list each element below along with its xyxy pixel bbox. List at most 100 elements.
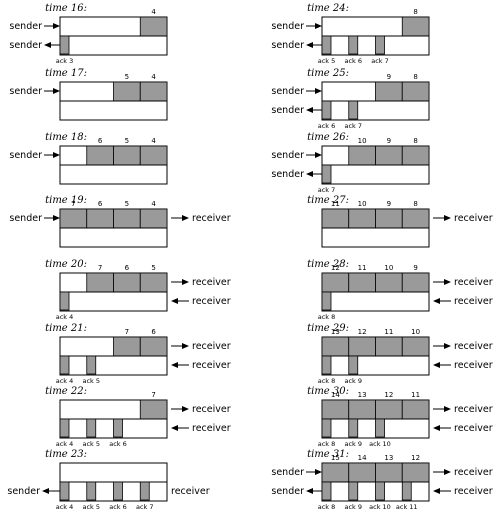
ack-segment: [59, 418, 70, 438]
time-panel: time 29:13 12 11 10 ack 8 ack 9 receiver receiv…: [307, 323, 493, 385]
channel-to-sender-arrow: [42, 488, 60, 494]
receiver-label: receiver: [454, 423, 493, 434]
segment-number: 8: [413, 8, 417, 16]
data-segment: [375, 399, 403, 420]
data-segment: [401, 399, 430, 420]
time-label: time 28:: [307, 259, 349, 270]
segment-number: 12: [411, 454, 420, 462]
sender-label: sender: [7, 486, 40, 497]
ack-label: ack 9: [344, 503, 362, 511]
sender-label: sender: [271, 486, 304, 497]
time-panel: time 21: 7 6 ack 4 ack 5 receiver receiver: [45, 323, 231, 385]
ack-label: ack 6: [344, 57, 362, 65]
ack-label: ack 5: [82, 503, 100, 511]
data-segment: [113, 208, 141, 229]
time-label: time 24:: [307, 3, 349, 14]
time-panel: time 24: 8 ack 5 ack 6 ack 7 sender sender: [271, 3, 430, 65]
ack-label: ack 7: [318, 186, 336, 194]
time-label: time 21:: [45, 323, 87, 334]
sender-label: sender: [9, 40, 42, 51]
ack-segment: [375, 481, 385, 501]
receiver-label: receiver: [192, 213, 231, 224]
data-segment: [321, 336, 350, 357]
sender-to-channel-arrow: [44, 152, 60, 158]
time-label: time 30:: [307, 386, 349, 397]
sender-label: sender: [9, 21, 42, 32]
sender-label: sender: [271, 86, 304, 97]
segment-number: 5: [125, 137, 129, 145]
sender-to-channel-arrow: [306, 152, 322, 158]
data-segment: [113, 272, 141, 293]
time-label: time 25:: [307, 68, 349, 79]
receiver-label: receiver: [192, 296, 231, 307]
ack-label: ack 4: [56, 503, 74, 511]
receiver-label: receiver: [192, 277, 231, 288]
receiver-to-channel-arrow: [171, 298, 189, 304]
time-panel: time 27:11 10 9 8 receiver: [307, 195, 493, 248]
data-segment: [401, 145, 430, 166]
data-segment: [375, 336, 403, 357]
channel-to-sender-arrow: [44, 42, 60, 48]
data-segment: [139, 208, 168, 229]
receiver-label: receiver: [454, 277, 493, 288]
ack-segment: [321, 291, 332, 311]
segment-number: 9: [387, 137, 391, 145]
receiver-label: receiver: [454, 486, 493, 497]
receiver-label: receiver: [454, 341, 493, 352]
data-segment: [113, 336, 141, 357]
ack-segment: [348, 355, 359, 375]
data-segment: [348, 336, 376, 357]
receiver-label: receiver: [192, 341, 231, 352]
time-panel: time 31:15 14 13 12 ack 8 ack 9 ack 10 ack 11 se…: [271, 449, 492, 511]
ack-label: ack 10: [369, 440, 391, 448]
segment-number: 4: [151, 73, 156, 81]
ack-label: ack 8: [318, 313, 336, 321]
time-label: time 18:: [45, 132, 87, 143]
segment-number: 15: [331, 454, 340, 462]
data-segment: [86, 272, 114, 293]
ack-segment: [375, 35, 385, 55]
channel-to-sender-arrow: [306, 42, 322, 48]
data-segment: [321, 272, 350, 293]
segment-number: 11: [358, 264, 367, 272]
time-panel: time 16: 4 ack 3 sender sender: [9, 3, 168, 65]
receiver-to-channel-arrow: [433, 488, 451, 494]
segment-number: 7: [125, 328, 129, 336]
segment-number: 13: [331, 328, 340, 336]
receiver-label: receiver: [171, 486, 210, 497]
segment-number: 13: [358, 391, 367, 399]
ack-segment: [401, 481, 412, 501]
time-label: time 22:: [45, 386, 87, 397]
ack-segment: [59, 355, 70, 375]
ack-segment: [321, 418, 332, 438]
ack-label: ack 5: [82, 440, 100, 448]
ack-label: ack 6: [109, 503, 127, 511]
ack-segment: [321, 481, 332, 501]
ack-label: ack 6: [109, 440, 127, 448]
channel-to-sender-arrow: [306, 107, 322, 113]
data-segment: [375, 208, 403, 229]
ack-segment: [375, 418, 385, 438]
segment-number: 11: [331, 200, 340, 208]
receiver-to-channel-arrow: [171, 425, 189, 431]
ack-label: ack 4: [56, 440, 74, 448]
segment-number: 9: [413, 264, 417, 272]
time-label: time 23:: [45, 449, 87, 460]
ack-segment: [321, 100, 332, 120]
data-segment: [86, 145, 114, 166]
data-segment: [401, 81, 430, 102]
ack-label: ack 10: [369, 503, 391, 511]
data-segment: [401, 208, 430, 229]
sender-label: sender: [271, 21, 304, 32]
channel-to-sender-arrow: [306, 488, 322, 494]
channel-to-receiver-arrow: [433, 469, 451, 475]
channel-to-receiver-arrow: [171, 343, 189, 349]
sender-label: sender: [9, 213, 42, 224]
data-segment: [348, 272, 376, 293]
segment-number: 10: [411, 328, 420, 336]
ack-segment: [86, 418, 97, 438]
data-segment: [139, 145, 168, 166]
time-panel: time 28:12 11 10 9 ack 8 receiver receiver: [307, 259, 493, 321]
ack-label: ack 4: [56, 313, 74, 321]
receiver-label: receiver: [454, 213, 493, 224]
